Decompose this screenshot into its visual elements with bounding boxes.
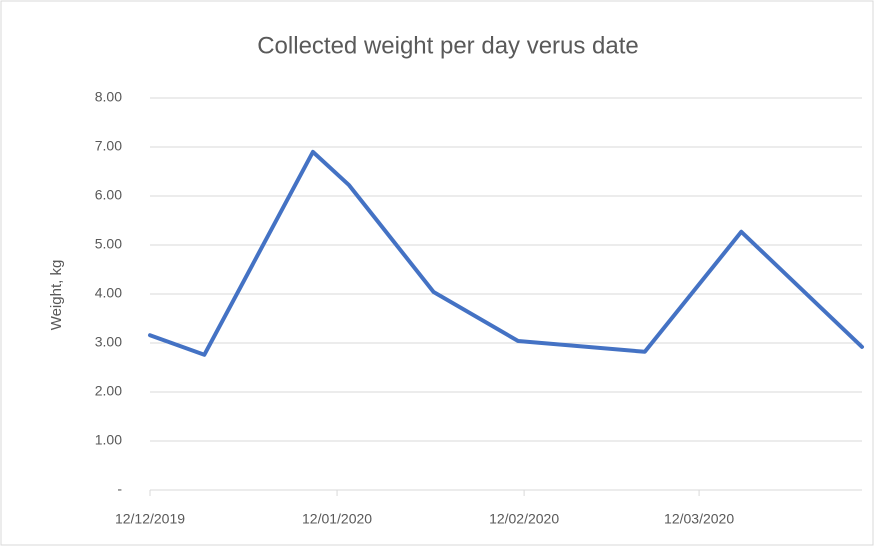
y-tick-label: 8.00 xyxy=(95,89,122,105)
y-tick-label: 4.00 xyxy=(95,285,122,301)
data-line xyxy=(148,149,864,357)
y-tick-label: 3.00 xyxy=(95,334,122,350)
chart-title: Collected weight per day verus date xyxy=(257,32,639,59)
y-tick-label: 1.00 xyxy=(95,432,122,448)
y-tick-label: 2.00 xyxy=(95,383,122,399)
y-tick-label: 6.00 xyxy=(95,187,122,203)
x-tick-label: 12/03/2020 xyxy=(664,511,734,527)
x-tick-label: 12/12/2019 xyxy=(115,511,185,527)
x-tick-label: 12/02/2020 xyxy=(489,511,559,527)
x-tick-label: 12/01/2020 xyxy=(302,511,372,527)
y-tick-label: 7.00 xyxy=(95,138,122,154)
y-tick-label: - xyxy=(117,481,122,497)
y-axis-label: Weight, kg xyxy=(48,260,65,331)
y-tick-label: 5.00 xyxy=(95,236,122,252)
